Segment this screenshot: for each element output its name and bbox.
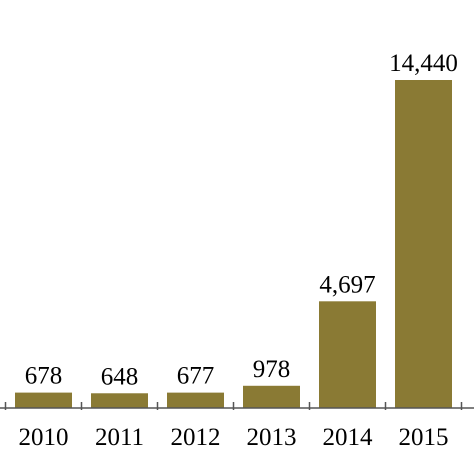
bar-2015 bbox=[395, 80, 452, 408]
bar-2013 bbox=[243, 385, 300, 408]
data-label-2010: 678 bbox=[25, 363, 63, 390]
x-tick-label-2014: 2014 bbox=[323, 424, 374, 451]
x-tick-label-2010: 2010 bbox=[19, 424, 69, 451]
x-tick-label-2011: 2011 bbox=[95, 424, 144, 451]
data-label-2011: 648 bbox=[101, 363, 139, 390]
data-label-2015: 14,440 bbox=[389, 50, 458, 77]
bar-2014 bbox=[319, 301, 376, 408]
x-tick-label-2012: 2012 bbox=[171, 424, 221, 451]
data-label-2012: 677 bbox=[177, 363, 215, 390]
x-tick-label-2013: 2013 bbox=[247, 424, 297, 451]
data-label-2013: 978 bbox=[253, 356, 291, 383]
data-label-2014: 4,697 bbox=[319, 271, 375, 298]
bar-2010 bbox=[15, 392, 72, 408]
x-tick-label-2015: 2015 bbox=[399, 424, 449, 451]
x-tick-labels-layer: 2010 2011 2012 2013 2014 2015 bbox=[19, 424, 449, 451]
bar-2012 bbox=[167, 392, 224, 408]
bar-2011 bbox=[91, 393, 148, 408]
x-axis bbox=[0, 402, 474, 410]
bars-layer bbox=[15, 80, 452, 408]
data-labels-layer: 678 648 677 978 4,697 14,440 bbox=[25, 50, 458, 390]
